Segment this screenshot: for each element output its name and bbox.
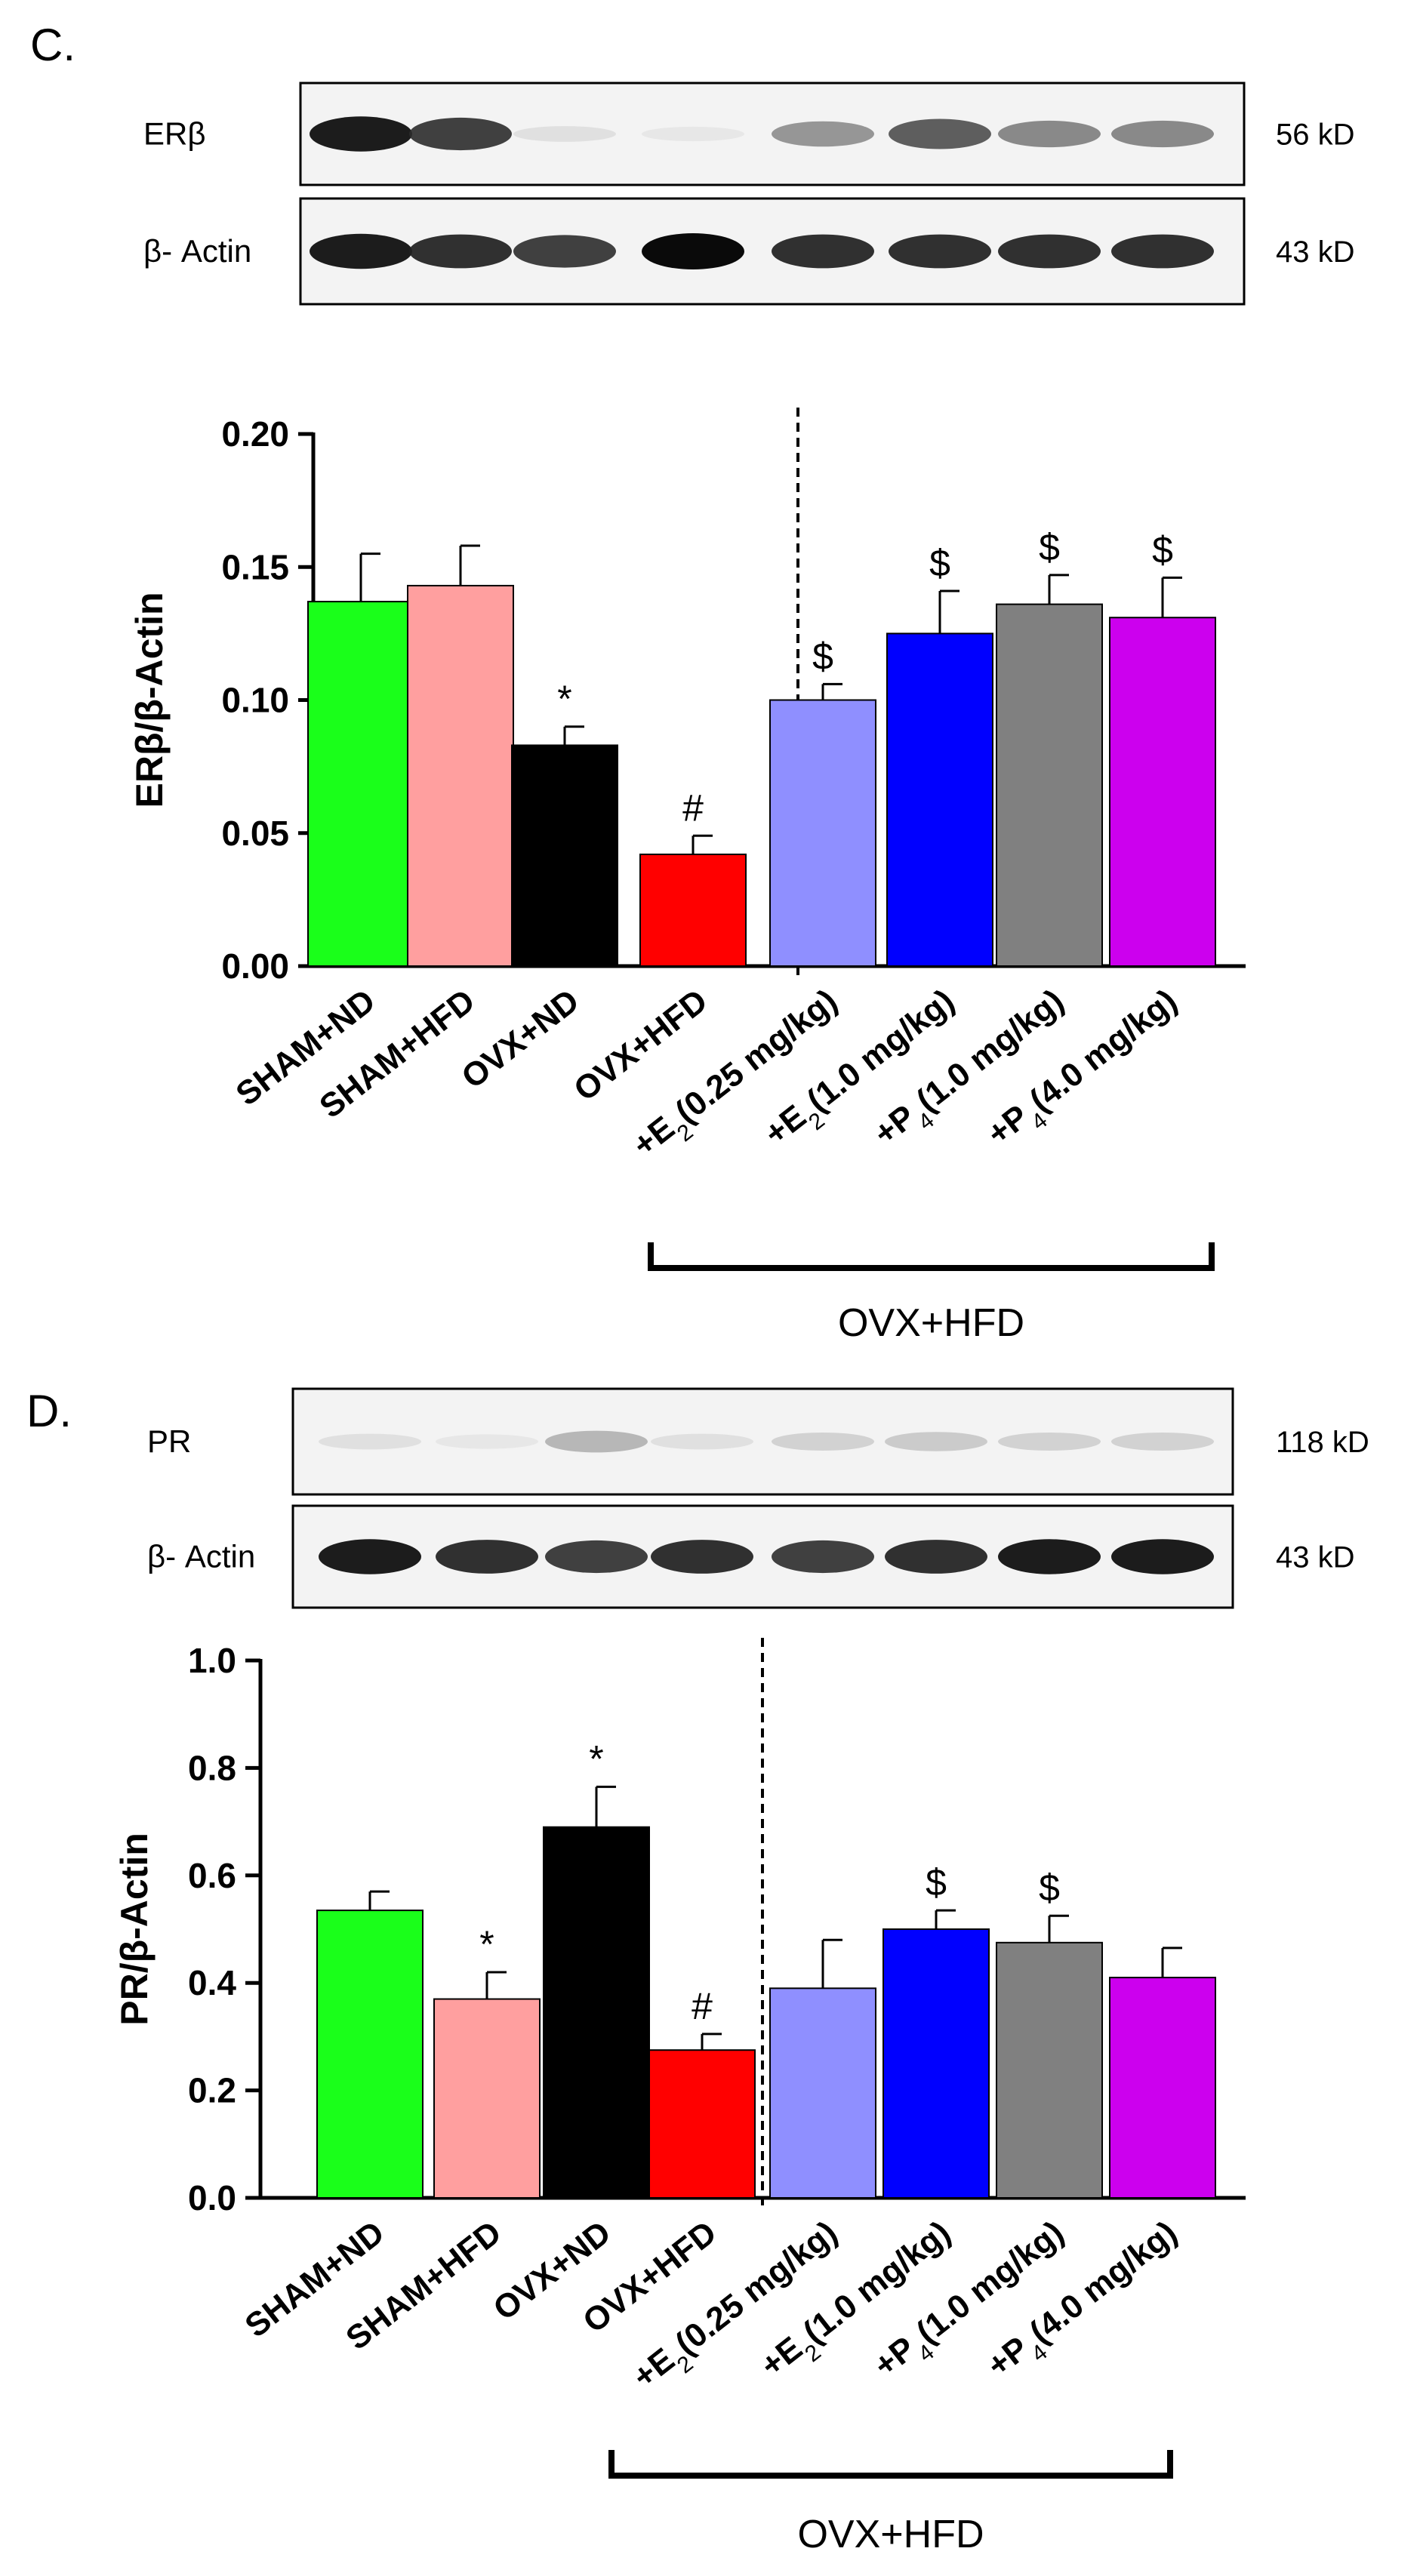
blot-band xyxy=(772,234,874,269)
blot-row-label: β- Actin xyxy=(143,233,251,269)
bar xyxy=(648,2049,756,2199)
significance-marker: $ xyxy=(812,635,833,677)
blot-band xyxy=(545,1540,648,1574)
bar xyxy=(639,853,747,967)
blot-band xyxy=(310,233,412,269)
bar xyxy=(543,1826,650,2199)
bar xyxy=(996,1941,1103,2199)
significance-marker: # xyxy=(692,1985,713,2027)
x-tick-label: +P4(4.0 mg/kg) xyxy=(980,2214,1190,2392)
bar xyxy=(769,699,876,967)
blot-band xyxy=(1111,120,1214,148)
x-tick-label: +E2(1.0 mg/kg) xyxy=(753,2214,963,2392)
bar xyxy=(1109,1977,1216,2199)
blot-band xyxy=(772,1433,874,1451)
blot-band xyxy=(409,234,512,269)
bar xyxy=(882,1928,990,2199)
bar xyxy=(769,1987,876,2199)
blot-band xyxy=(409,117,512,151)
blot-band xyxy=(436,1434,538,1449)
significance-marker: * xyxy=(479,1923,494,1965)
blot-band xyxy=(885,1540,987,1574)
significance-marker: $ xyxy=(929,542,950,584)
panel-letter: D. xyxy=(26,1386,72,1436)
blot-band xyxy=(885,1432,987,1451)
significance-marker: $ xyxy=(1039,1867,1060,1909)
y-tick-label: 0.05 xyxy=(221,814,289,853)
bar xyxy=(886,632,993,967)
y-axis-title: ERβ/β-Actin xyxy=(128,592,171,808)
significance-marker: * xyxy=(557,678,571,720)
bar xyxy=(316,1910,424,2199)
blot-band xyxy=(889,234,991,269)
blot-band xyxy=(889,118,991,149)
y-tick-label: 0.6 xyxy=(188,1856,236,1895)
group-label: OVX+HFD xyxy=(838,1301,1024,1345)
y-tick-label: 1.0 xyxy=(188,1641,236,1680)
group-label: OVX+HFD xyxy=(797,2513,984,2556)
bar xyxy=(433,1998,541,2199)
western-blot: PR 118 kD β- Actin 43 kD xyxy=(147,1387,1369,1609)
blot-band xyxy=(772,121,874,147)
x-tick-label: +P4(1.0 mg/kg) xyxy=(867,982,1077,1160)
blot-band xyxy=(436,1540,538,1574)
blot-band xyxy=(651,1433,753,1450)
y-tick-label: 0.20 xyxy=(221,414,289,454)
blot-band xyxy=(642,126,744,142)
blot-band xyxy=(513,126,616,142)
significance-marker: $ xyxy=(926,1861,947,1904)
blot-band xyxy=(1111,234,1214,269)
y-axis-title: PR/β-Actin xyxy=(113,1833,156,2026)
x-tick-label: OVX+ND xyxy=(454,982,586,1096)
significance-marker: * xyxy=(589,1737,603,1780)
y-tick-label: 0.2 xyxy=(188,2071,236,2110)
significance-marker: # xyxy=(682,786,704,829)
bar xyxy=(511,744,618,967)
blot-band xyxy=(1111,1539,1214,1574)
significance-marker: $ xyxy=(1152,528,1173,571)
blot-band xyxy=(545,1430,648,1453)
blot-band xyxy=(998,234,1101,269)
blot-kd-label: 43 kD xyxy=(1276,235,1355,269)
bar xyxy=(1109,617,1216,967)
bar-chart: 0.000.050.100.150.20ERβ/β-ActinSHAM+NDSH… xyxy=(128,408,1246,1345)
blot-band xyxy=(513,235,616,268)
y-tick-label: 0.4 xyxy=(188,1963,236,2002)
blot-band xyxy=(772,1540,874,1574)
bar xyxy=(996,603,1103,967)
blot-band xyxy=(998,120,1101,148)
blot-band xyxy=(310,116,412,152)
blot-row-label: PR xyxy=(147,1423,191,1459)
significance-marker: $ xyxy=(1039,526,1060,568)
bar xyxy=(407,584,514,967)
y-tick-label: 0.15 xyxy=(221,547,289,586)
group-bracket xyxy=(608,2450,1173,2479)
western-blot: ERβ 56 kD β- Actin 43 kD xyxy=(143,82,1355,306)
panel-letter: C. xyxy=(30,20,75,70)
blot-band xyxy=(998,1539,1101,1574)
group-bracket xyxy=(648,1242,1215,1271)
blot-band xyxy=(319,1433,421,1450)
y-tick-label: 0.00 xyxy=(221,946,289,986)
blot-band xyxy=(998,1433,1101,1451)
bar-chart: 0.00.20.40.60.81.0PR/β-ActinSHAM+ND*SHAM… xyxy=(113,1638,1246,2556)
blot-band xyxy=(642,233,744,269)
blot-band xyxy=(319,1539,421,1574)
x-tick-label: +P4(1.0 mg/kg) xyxy=(867,2214,1077,2392)
blot-kd-label: 118 kD xyxy=(1276,1426,1369,1459)
y-tick-label: 0.8 xyxy=(188,1748,236,1787)
y-tick-label: 0.10 xyxy=(221,681,289,720)
y-tick-label: 0.0 xyxy=(188,2178,236,2217)
blot-row-label: β- Actin xyxy=(147,1539,255,1574)
blot-kd-label: 56 kD xyxy=(1276,118,1355,152)
blot-kd-label: 43 kD xyxy=(1276,1541,1355,1574)
bar xyxy=(307,601,414,967)
panel-d: D. PR 118 kD β- Actin 43 kD 0.0 0.2 0.4 0.6 0.8 1.… xyxy=(26,1386,1369,2556)
panel-c: C. ERβ 56 kD β- Actin 43 kD 0.00 0.05 0.10 0.15 0… xyxy=(30,20,1355,1345)
blot-band xyxy=(1111,1433,1214,1451)
blot-row-label: ERβ xyxy=(143,116,206,152)
x-tick-label: +P4(4.0 mg/kg) xyxy=(980,982,1190,1160)
blot-band xyxy=(651,1540,753,1574)
